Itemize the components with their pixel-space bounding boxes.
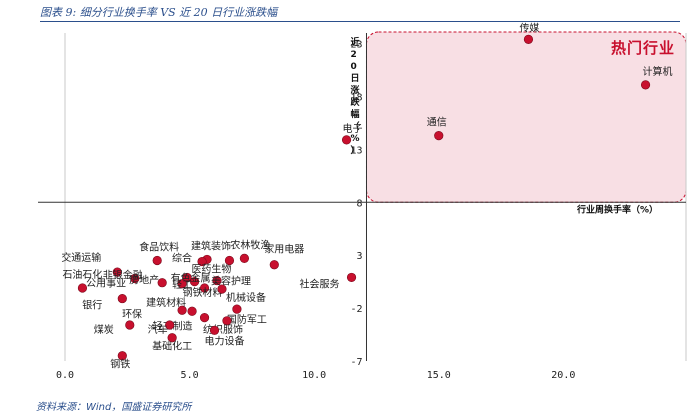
data-label: 石油石化 [62, 268, 102, 281]
data-label: 食品饮料 [139, 240, 179, 253]
y-tick-label: -2 [350, 304, 362, 315]
y-tick-label: 3 [356, 251, 362, 262]
data-label: 纺织服饰 [203, 323, 243, 336]
data-point [224, 255, 235, 266]
data-label: 社会服务 [300, 277, 340, 290]
data-label: 综合 [172, 252, 192, 265]
data-label: 计算机 [643, 65, 673, 78]
x-tick-label: 0.0 [56, 370, 74, 381]
data-label: 通信 [427, 117, 447, 129]
data-label: 家用电器 [264, 243, 304, 256]
hot-region-label: 热门行业 [611, 39, 675, 57]
data-label: 农林牧渔 [230, 238, 270, 251]
data-label: 电子 [343, 122, 363, 135]
y-axis-title-char: 2 [350, 50, 356, 60]
data-point [209, 325, 220, 335]
data-point [125, 320, 135, 330]
data-point [232, 304, 242, 314]
y-tick-label: 8 [356, 198, 362, 209]
data-label: 环保 [122, 307, 142, 320]
y-axis-title-char: 日 [350, 73, 359, 84]
data-point [167, 333, 177, 343]
y-tick-label: 18 [350, 92, 362, 103]
data-label: 银行 [82, 299, 102, 312]
data-point [165, 320, 175, 330]
x-tick-label: 5.0 [181, 370, 199, 381]
data-point [182, 272, 192, 283]
data-point [199, 283, 210, 293]
data-label: 钢铁 [110, 358, 130, 371]
data-point [239, 253, 249, 263]
x-tick-label: 10.0 [302, 370, 326, 381]
data-point [112, 267, 122, 277]
data-label: 汽车 [148, 323, 168, 336]
data-label: 建筑装饰 [191, 239, 231, 252]
data-label: 传媒 [519, 22, 539, 34]
data-point [130, 273, 140, 284]
x-tick-label: 20.0 [551, 370, 575, 381]
source-note: 资料来源：Wind，国盛证券研究所 [36, 402, 192, 413]
data-label: 煤炭 [94, 323, 114, 336]
data-label: 建筑材料 [146, 296, 186, 309]
data-point [269, 260, 279, 270]
y-axis-title-char: 近 [350, 36, 359, 48]
y-tick-label: 13 [350, 145, 362, 156]
data-label: 交通运输 [61, 251, 101, 264]
data-point [117, 351, 127, 361]
figure-title: 图表 9: 细分行业换手率 VS 近 20 日行业涨跌幅 [40, 6, 278, 19]
y-axis-title-char: 幅 [350, 108, 359, 120]
data-point [177, 305, 187, 315]
data-label: 电力设备 [205, 334, 245, 347]
data-point [152, 255, 162, 266]
data-point [189, 277, 200, 287]
data-point [197, 256, 207, 267]
data-point [117, 293, 127, 304]
data-point [434, 131, 444, 141]
data-point [212, 275, 222, 286]
data-point [187, 306, 197, 316]
y-axis-title: 近 2 0 日涨跌幅（%） [350, 36, 360, 156]
y-axis-title-char: % [350, 134, 359, 144]
data-label: 轻工 [172, 278, 192, 291]
data-label: 钢铁材料 [183, 286, 223, 299]
data-point [157, 278, 167, 288]
y-axis-title-char: 跌 [350, 96, 360, 108]
data-point [77, 283, 88, 293]
y-axis-title-char: 0 [350, 62, 356, 72]
x-tick-label: 15.0 [427, 370, 451, 381]
data-point [523, 34, 534, 44]
data-label: 房地产 [129, 273, 159, 286]
data-point [341, 135, 352, 145]
data-label: 美容护理 [211, 275, 251, 288]
x-axis-title: 行业周换手率（%） [576, 203, 658, 215]
y-tick-label: 23 [350, 40, 362, 51]
data-label: 机械设备 [226, 291, 266, 304]
data-point [217, 284, 227, 294]
y-axis-title-char: ） [350, 145, 359, 156]
data-point [640, 80, 651, 90]
y-axis-title-char: （ [350, 121, 359, 132]
data-point [199, 313, 210, 323]
data-label: 非银金融 [103, 268, 143, 281]
data-point [346, 272, 357, 283]
hot-region-box [365, 31, 687, 203]
data-label: 公用事业 [86, 277, 126, 290]
data-label: 医药生物 [191, 262, 231, 275]
title-rule [40, 21, 680, 22]
y-tick-label: -7 [350, 357, 362, 368]
data-label: 国防军工 [227, 313, 267, 326]
data-point [222, 316, 232, 326]
data-point [177, 279, 187, 289]
y-axis-title-char: 涨 [350, 84, 360, 96]
data-label: 基础化工 [152, 340, 192, 353]
